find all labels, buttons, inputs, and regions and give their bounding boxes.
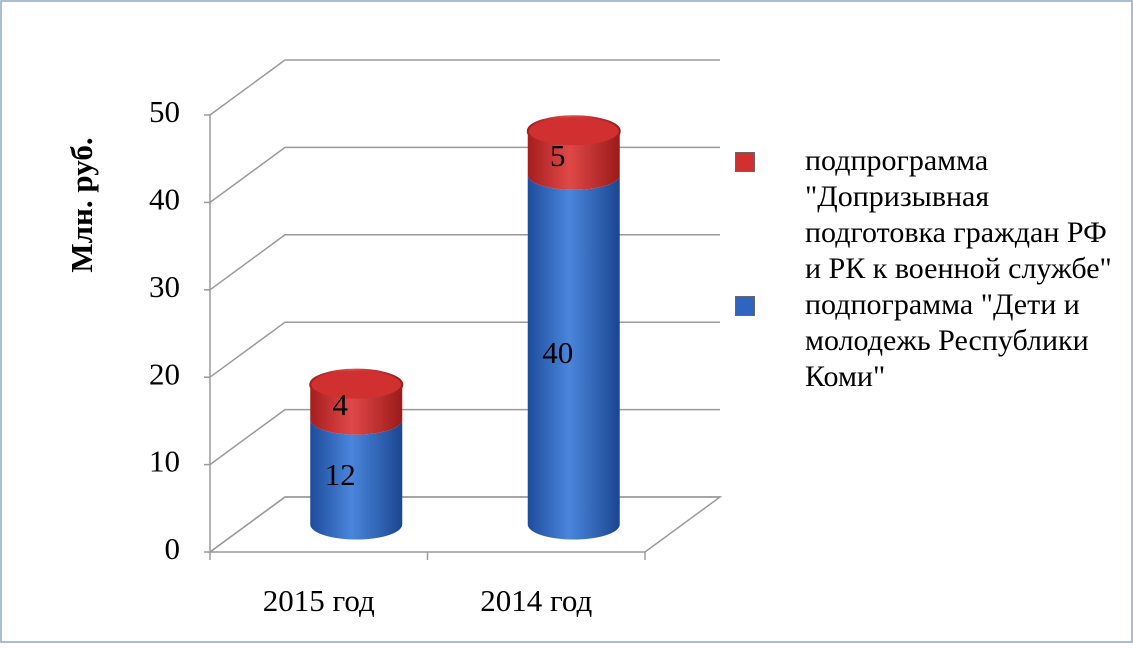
legend-swatch: [735, 152, 755, 172]
y-tick-label: 40: [149, 182, 180, 217]
grid-line: [209, 408, 720, 466]
x-tick-label: 2014 год: [480, 583, 592, 618]
legend-entry: подпрограмма "Допризывная подготовка гра…: [735, 143, 1120, 287]
y-tick-label: 20: [149, 356, 180, 391]
grid-line: [209, 234, 720, 291]
grid-line: [209, 146, 720, 204]
legend: подпрограмма "Допризывная подготовка гра…: [735, 143, 1120, 395]
cylinder-body: [527, 131, 620, 190]
grid-line: [209, 59, 720, 116]
x-tick-label: 2015 год: [263, 583, 375, 618]
legend-label: подпограмма "Дети и молодежь Республики …: [805, 288, 1089, 393]
data-label: 5: [550, 138, 566, 173]
y-tick-label: 50: [149, 94, 180, 129]
cylinder-body: [310, 419, 403, 540]
grid-line: [209, 496, 720, 553]
y-axis-label: Млн. руб.: [64, 137, 99, 272]
y-tick-label: 0: [165, 531, 181, 566]
data-label: 4: [333, 387, 349, 422]
grid-line: [209, 321, 720, 378]
legend-label: подпрограмма "Допризывная подготовка гра…: [805, 144, 1112, 285]
cylinder-cap: [309, 368, 404, 401]
y-tick-label: 30: [149, 269, 180, 304]
cylinder-segment: [526, 115, 621, 190]
y-tick-label: 10: [149, 444, 180, 479]
data-label: 40: [542, 335, 573, 370]
cylinder-cap: [526, 115, 621, 148]
cylinder-body: [527, 174, 620, 540]
cylinder-segment: [309, 368, 404, 435]
cylinder-segment: [310, 419, 403, 540]
floor: [207, 496, 723, 553]
data-label: 12: [325, 457, 356, 492]
cylinder-body: [310, 384, 403, 435]
legend-swatch: [735, 296, 755, 316]
cylinder-segment: [527, 174, 620, 540]
legend-entry: подпограмма "Дети и молодежь Республики …: [735, 287, 1120, 395]
